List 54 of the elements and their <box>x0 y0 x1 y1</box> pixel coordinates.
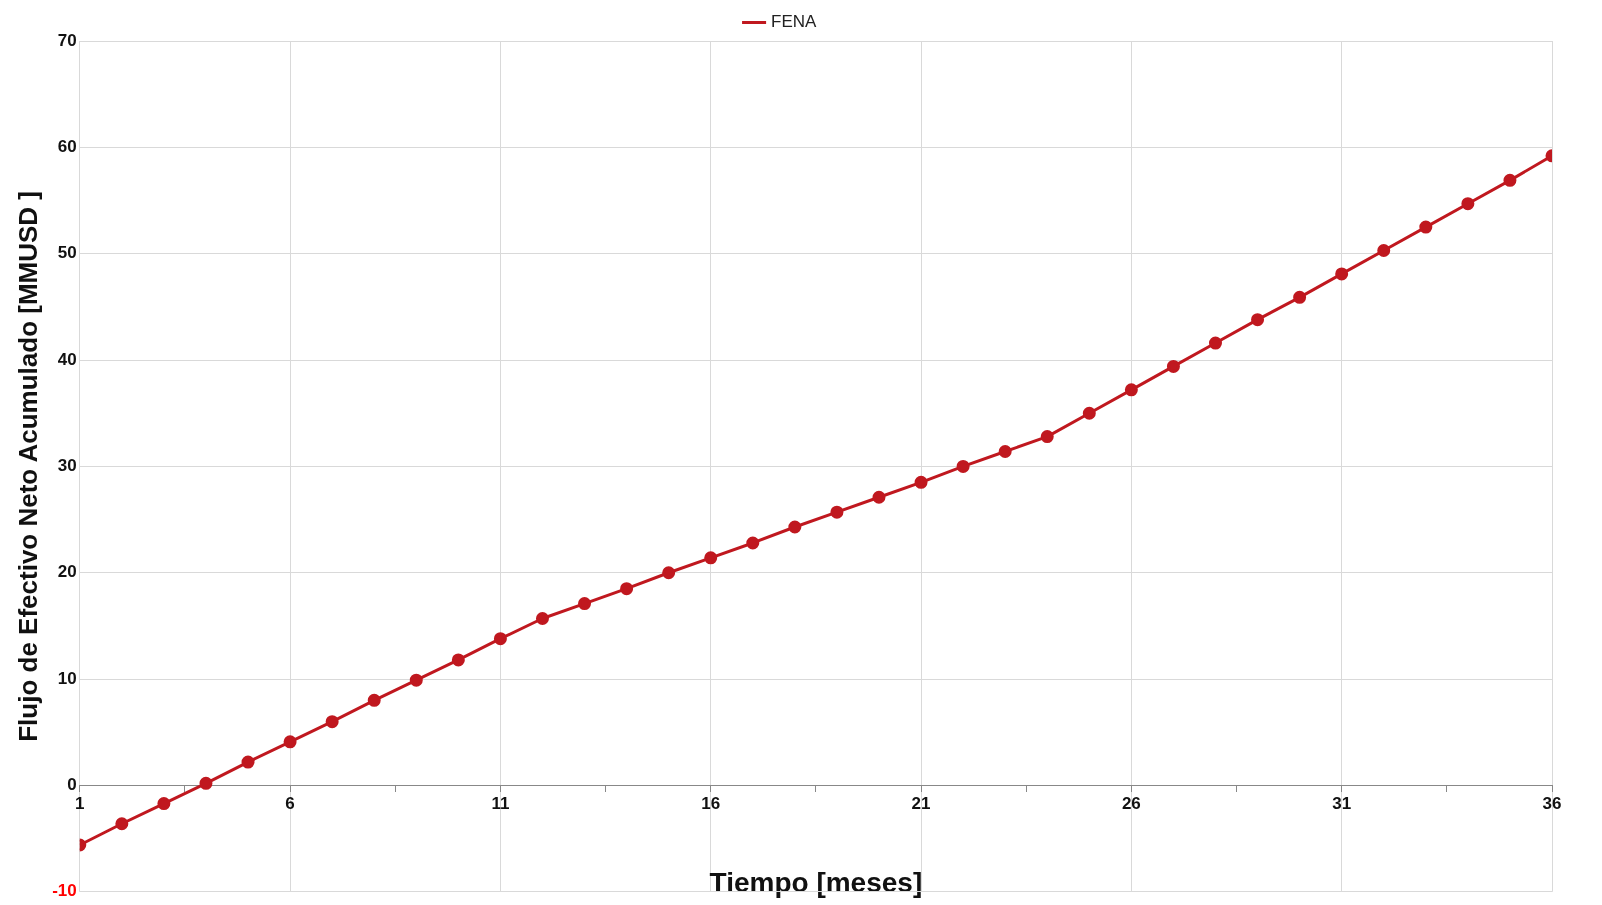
point <box>325 715 339 729</box>
point <box>788 520 802 534</box>
y-tick-label: 70 <box>57 30 77 50</box>
point <box>283 735 297 749</box>
point <box>662 566 676 580</box>
point <box>409 673 423 687</box>
point <box>1124 383 1138 397</box>
point <box>1293 290 1307 304</box>
point <box>998 445 1012 459</box>
x-axis-title: Tiempo [meses] <box>709 867 923 899</box>
x-tick-label: 31 <box>1332 794 1352 814</box>
point <box>157 797 171 811</box>
x-tick-label: 6 <box>285 794 295 814</box>
y-tick-label: 0 <box>67 775 77 795</box>
point <box>367 693 381 707</box>
point <box>1251 313 1265 327</box>
point <box>1503 173 1517 187</box>
point <box>493 632 507 646</box>
point <box>1461 197 1475 211</box>
x-tick-label: 21 <box>911 794 931 814</box>
point <box>620 582 634 596</box>
y-tick-label: 10 <box>57 668 77 688</box>
point <box>1335 267 1349 281</box>
y-tick-label: 40 <box>57 349 77 369</box>
x-tick-label: 36 <box>1542 794 1562 814</box>
x-tick-label: 11 <box>491 794 510 814</box>
point <box>199 776 213 790</box>
point <box>1208 336 1222 350</box>
point <box>535 611 549 625</box>
point <box>115 817 129 831</box>
point <box>746 536 760 550</box>
point <box>451 653 465 667</box>
y-tick-label: 50 <box>57 243 77 263</box>
point <box>956 459 970 473</box>
point <box>578 597 592 611</box>
legend-label: FENA <box>771 12 818 32</box>
y-tick-label: 20 <box>57 562 77 582</box>
point <box>872 490 886 504</box>
y-tick-label: -10 <box>52 881 77 901</box>
point <box>914 475 928 489</box>
point <box>1419 220 1433 234</box>
y-tick-label: 30 <box>57 456 77 476</box>
point <box>1082 406 1096 420</box>
x-tick-label: 1 <box>75 794 85 814</box>
y-tick-label: 60 <box>57 137 77 157</box>
x-tick-label: 16 <box>701 794 721 814</box>
point <box>1166 359 1180 373</box>
x-tick-label: 26 <box>1121 794 1141 814</box>
point <box>704 551 718 565</box>
point <box>830 505 844 519</box>
point <box>1377 244 1391 258</box>
point <box>1040 430 1054 444</box>
point <box>241 755 255 769</box>
y-axis-title: Flujo de Efectivo Neto Acumulado [MMUSD ] <box>12 190 43 742</box>
